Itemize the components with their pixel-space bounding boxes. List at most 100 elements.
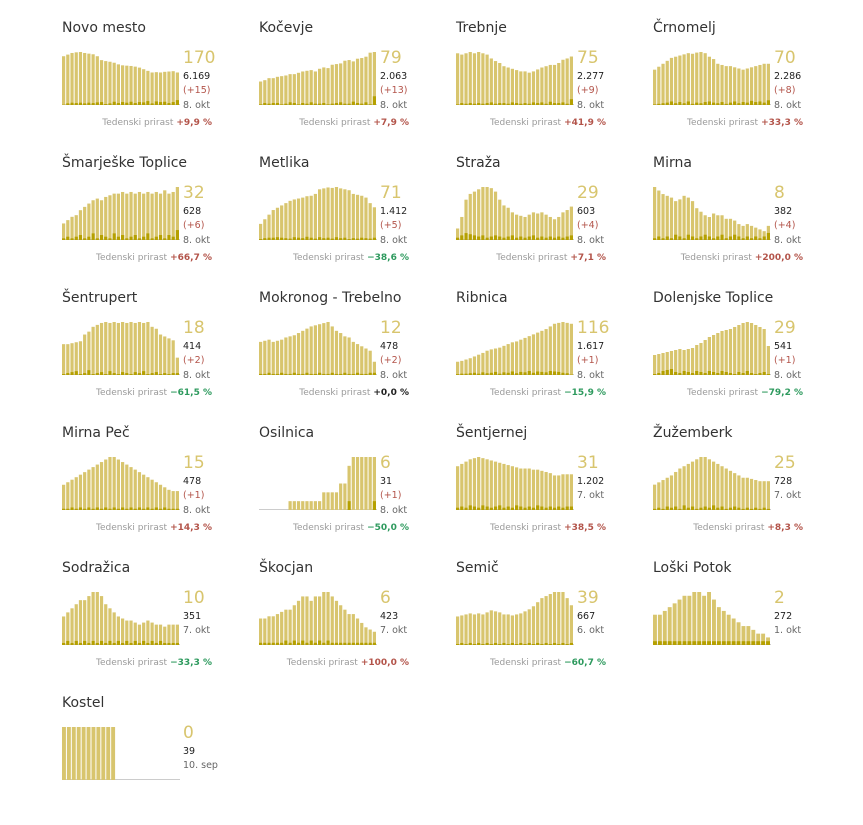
- active-bar: [138, 322, 141, 375]
- new-cases-bar: [674, 507, 677, 510]
- active-bar: [720, 65, 723, 105]
- active-bar: [742, 323, 745, 375]
- new-cases-bar: [490, 644, 493, 645]
- active-bar: [263, 341, 266, 375]
- total-cases-value: 39: [183, 746, 195, 757]
- active-bar: [729, 66, 732, 105]
- active-bar: [750, 226, 753, 240]
- active-bar: [532, 334, 535, 375]
- new-cases-bar: [360, 643, 363, 645]
- active-bar: [716, 215, 719, 240]
- new-cases-bar: [108, 371, 111, 375]
- active-bar: [364, 349, 367, 376]
- sparkline: [259, 185, 377, 240]
- new-cases-bar: [494, 643, 497, 645]
- new-cases-bar: [159, 509, 162, 510]
- weekly-growth-label: Tedenski prirast: [96, 523, 167, 533]
- municipality-name: Šmarješke Toplice: [62, 155, 187, 171]
- date-label: 8. okt: [183, 370, 210, 381]
- active-bar: [138, 192, 141, 240]
- active-bar: [725, 330, 728, 375]
- new-cases-bar: [129, 237, 132, 240]
- weekly-growth: Tedenski prirast−50,0 %: [293, 523, 409, 533]
- active-bar: [502, 614, 505, 645]
- new-cases-bar: [767, 100, 770, 105]
- active-bar: [545, 472, 548, 510]
- sparkline: [653, 50, 771, 105]
- active-bar: [87, 332, 90, 375]
- new-cases-bar: [121, 507, 124, 510]
- active-bar: [557, 475, 560, 510]
- new-cases-bar: [746, 103, 749, 105]
- active-bar: [540, 471, 543, 510]
- new-cases-bar: [104, 104, 107, 105]
- active-bar: [754, 325, 757, 375]
- new-cases-bar: [661, 509, 664, 510]
- active-bar: [494, 611, 497, 645]
- date-label: 8. okt: [183, 100, 210, 111]
- active-bar: [670, 198, 673, 240]
- active-bar: [545, 66, 548, 105]
- sparkline: [259, 320, 377, 375]
- active-bar: [725, 66, 728, 105]
- new-cases-bar: [356, 643, 359, 645]
- active-bar: [369, 351, 372, 375]
- active-bar: [763, 64, 766, 105]
- weekly-growth-value: +33,3 %: [761, 118, 803, 128]
- new-cases-bar: [134, 235, 137, 240]
- weekly-growth-value: −79,2 %: [761, 388, 803, 398]
- total-cases-value: 667: [577, 611, 595, 622]
- new-cases-bar: [481, 235, 484, 240]
- new-cases-bar: [758, 373, 761, 375]
- active-bar: [322, 592, 325, 645]
- new-cases-bar: [536, 103, 539, 105]
- active-bar: [100, 596, 103, 645]
- new-cases-bar: [699, 103, 702, 105]
- active-bar: [297, 199, 300, 240]
- new-cases-bar: [172, 237, 175, 240]
- total-cases-value: 2.286: [774, 71, 801, 82]
- new-cases-bar: [532, 373, 535, 375]
- new-cases-bar: [138, 102, 141, 105]
- active-bar: [284, 610, 287, 645]
- active-bar: [360, 58, 363, 105]
- new-cases-bar: [477, 237, 480, 240]
- active-bar: [62, 485, 65, 510]
- active-bar: [284, 75, 287, 105]
- new-cases-bar: [348, 104, 351, 105]
- active-bar: [121, 619, 124, 646]
- sparkline: [456, 50, 574, 105]
- active-bar: [267, 616, 270, 645]
- active-bar: [129, 66, 132, 105]
- active-bar: [117, 323, 120, 375]
- new-cases-bar: [151, 509, 154, 510]
- new-cases-bar: [310, 238, 313, 240]
- active-bar: [79, 341, 82, 375]
- new-cases-bar: [79, 643, 82, 645]
- active-bar: [464, 360, 467, 375]
- active-bar: [62, 727, 66, 780]
- active-bar: [263, 219, 266, 240]
- active-bar: [532, 470, 535, 510]
- new-cases-bar: [737, 103, 740, 105]
- new-cases-bar: [70, 507, 73, 510]
- new-cases-bar: [758, 238, 761, 240]
- weekly-growth-label: Tedenski prirast: [681, 253, 752, 263]
- active-bar: [138, 472, 141, 510]
- weekly-growth-label: Tedenski prirast: [490, 388, 561, 398]
- new-cases-bar: [687, 372, 690, 375]
- new-cases-bar: [763, 103, 766, 105]
- new-cases-bar: [96, 373, 99, 375]
- new-cases-bar: [553, 238, 556, 240]
- new-cases-bar: [561, 102, 564, 105]
- active-bar: [663, 611, 667, 645]
- new-cases-bar: [96, 507, 99, 510]
- new-cases-bar: [746, 371, 749, 375]
- active-bar: [138, 625, 141, 645]
- active-cases-value: 31: [577, 453, 599, 473]
- active-bar: [272, 342, 275, 375]
- municipality-name: Semič: [456, 560, 499, 576]
- active-bar: [519, 340, 522, 375]
- daily-change-value: (+13): [380, 85, 407, 96]
